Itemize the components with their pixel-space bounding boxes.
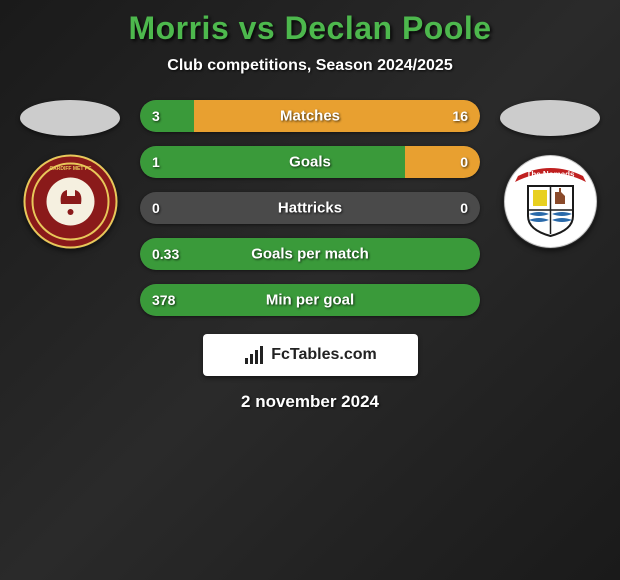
svg-text:The Nomads: The Nomads — [526, 170, 575, 179]
watermark-text: FcTables.com — [271, 346, 377, 364]
right-side: The Nomads — [490, 100, 610, 249]
svg-text:CARDIFF MET FC: CARDIFF MET FC — [49, 166, 91, 172]
stat-value-right: 16 — [452, 108, 468, 124]
stat-label: Min per goal — [140, 292, 480, 309]
watermark: FcTables.com — [203, 334, 418, 376]
date-text: 2 november 2024 — [0, 392, 620, 412]
stat-label: Goals per match — [140, 246, 480, 263]
stat-row: 0.33Goals per match — [140, 238, 480, 270]
chart-icon — [243, 344, 265, 366]
left-side: CARDIFF MET FC — [10, 100, 130, 249]
comparison-area: CARDIFF MET FC 3Matches161Goals00Hattric… — [0, 100, 620, 316]
stat-row: 0Hattricks0 — [140, 192, 480, 224]
club-badge-right: The Nomads — [503, 154, 598, 249]
stat-row: 3Matches16 — [140, 100, 480, 132]
stat-label: Matches — [140, 108, 480, 125]
player-avatar-right — [500, 100, 600, 136]
player-avatar-left — [20, 100, 120, 136]
stat-row: 378Min per goal — [140, 284, 480, 316]
subtitle: Club competitions, Season 2024/2025 — [0, 57, 620, 75]
page-title: Morris vs Declan Poole — [0, 10, 620, 47]
stat-label: Goals — [140, 154, 480, 171]
stat-row: 1Goals0 — [140, 146, 480, 178]
stats-column: 3Matches161Goals00Hattricks00.33Goals pe… — [140, 100, 480, 316]
stat-value-right: 0 — [460, 200, 468, 216]
stat-value-right: 0 — [460, 154, 468, 170]
stat-label: Hattricks — [140, 200, 480, 217]
club-badge-left: CARDIFF MET FC — [23, 154, 118, 249]
